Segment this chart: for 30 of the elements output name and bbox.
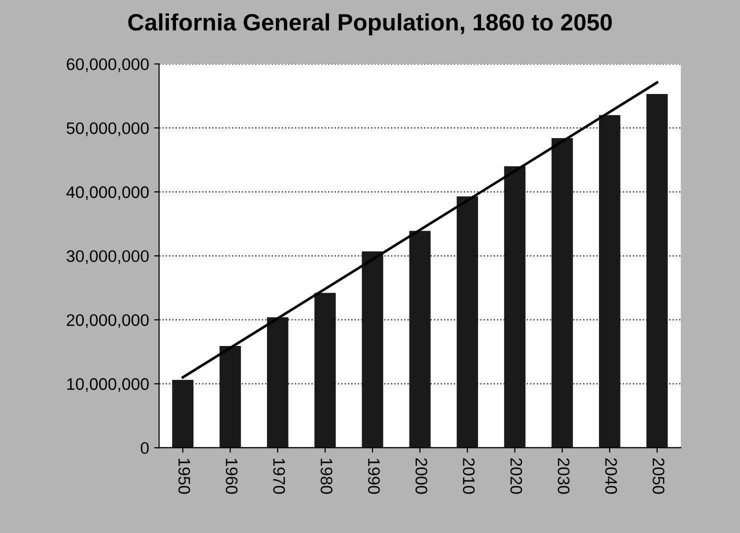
bar <box>362 251 384 448</box>
x-tick-label: 2040 <box>605 458 617 494</box>
bar <box>646 94 668 448</box>
bar <box>314 292 336 448</box>
x-tick-label: 1970 <box>273 458 285 494</box>
bar <box>172 380 194 448</box>
chart-title: California General Population, 1860 to 2050 <box>128 13 612 36</box>
x-tick-label: 2000 <box>415 458 428 494</box>
bar <box>504 166 526 448</box>
x-tick-label: 2020 <box>510 458 522 494</box>
y-tick-label: 0 <box>140 442 149 454</box>
y-tick-label: 60,000,000 <box>66 58 149 72</box>
bar <box>220 346 241 448</box>
y-tick-label: 30,000,000 <box>66 250 149 264</box>
y-tick-label: 50,000,000 <box>66 122 149 136</box>
x-tick-label: 1990 <box>368 458 380 494</box>
bar <box>409 230 431 448</box>
bar <box>552 138 573 448</box>
x-tick-label: 2030 <box>558 458 570 494</box>
bar <box>598 115 620 448</box>
y-tick-label: 40,000,000 <box>66 186 149 200</box>
bar <box>266 317 288 448</box>
y-tick-label: 10,000,000 <box>67 378 149 392</box>
x-tick-label: 1980 <box>320 458 332 494</box>
bar <box>456 196 478 448</box>
y-tick-label: 20,000,000 <box>66 314 149 328</box>
x-tick-label: 2010 <box>462 458 475 494</box>
x-tick-label: 2050 <box>652 458 664 494</box>
x-tick-label: 1960 <box>226 458 238 494</box>
x-tick-label: 1950 <box>178 458 190 494</box>
